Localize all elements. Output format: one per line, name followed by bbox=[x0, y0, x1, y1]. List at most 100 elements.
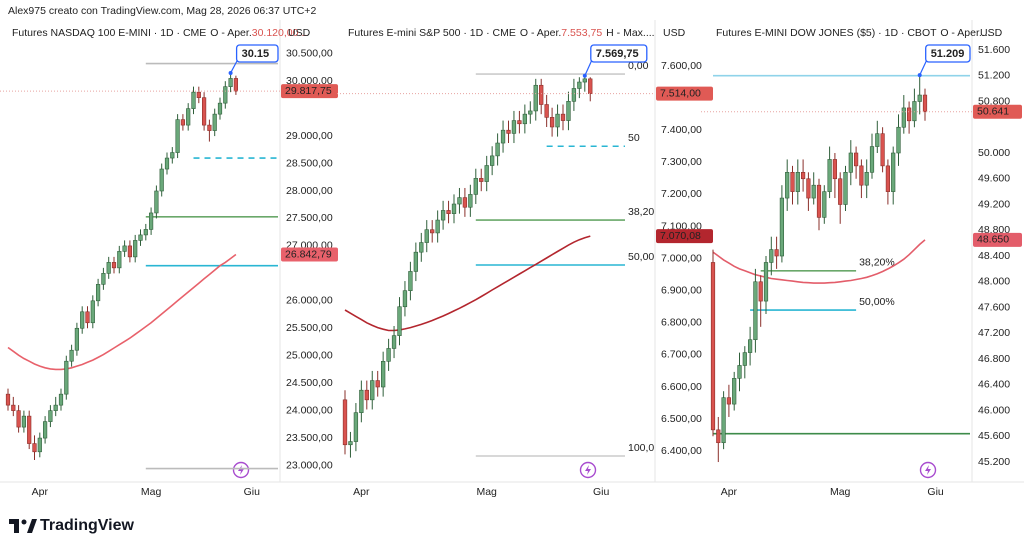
candle-body bbox=[906, 107, 912, 122]
candle-body bbox=[233, 78, 239, 92]
candle-body bbox=[479, 178, 484, 182]
candle-body bbox=[16, 410, 21, 428]
currency: USD bbox=[288, 27, 311, 39]
alert-icon bbox=[579, 461, 597, 479]
y-tick-label: 30.500,00 bbox=[286, 48, 333, 60]
y-tick-label: 30.000,00 bbox=[286, 75, 333, 87]
title-text: Futures E-mini S&P 500 · 1D · CME bbox=[348, 27, 516, 39]
candle-body bbox=[196, 91, 201, 98]
candle-body bbox=[228, 78, 233, 87]
y-tick-label: 6.900,00 bbox=[661, 284, 702, 296]
candle-body bbox=[111, 262, 117, 269]
candle-body bbox=[117, 251, 122, 269]
candle-body bbox=[737, 365, 742, 379]
candle-body bbox=[101, 273, 106, 285]
ma-price-box bbox=[973, 232, 1022, 247]
candle-body bbox=[753, 281, 758, 341]
x-tick-label: Apr bbox=[32, 486, 49, 498]
callout-label: 51.209 bbox=[931, 48, 965, 60]
y-tick-label: 26.000,00 bbox=[286, 295, 333, 307]
x-tick-label: Giu bbox=[244, 486, 261, 498]
footer-brand: TradingView bbox=[40, 517, 135, 534]
chart-title: Futures E-mini S&P 500 · 1D · CME O - Ape… bbox=[348, 27, 655, 39]
candle-body bbox=[848, 152, 853, 173]
candle-body bbox=[42, 421, 48, 439]
candle-body bbox=[364, 389, 369, 401]
candle-body bbox=[424, 229, 429, 243]
y-tick-label: 29.000,00 bbox=[286, 130, 333, 142]
candle-body bbox=[779, 197, 785, 257]
moving-average bbox=[7, 253, 237, 371]
candle-body bbox=[549, 117, 555, 128]
candle-body bbox=[64, 360, 69, 395]
candle-body bbox=[716, 429, 721, 444]
level-label: 0,00 bbox=[628, 60, 649, 72]
y-tick-label: 7.400,00 bbox=[661, 124, 702, 136]
title-text: Futures NASDAQ 100 E-MINI · 1D · CME bbox=[12, 27, 206, 39]
candle-body bbox=[853, 152, 859, 167]
candle-body bbox=[891, 152, 896, 192]
candle-body bbox=[800, 172, 806, 180]
candle-body bbox=[353, 412, 359, 442]
ma-price-label: 48.650 bbox=[977, 234, 1009, 246]
candle-body bbox=[484, 165, 489, 182]
y-tick-label: 45.600 bbox=[978, 430, 1010, 442]
candle-body bbox=[154, 190, 159, 214]
candle-body bbox=[386, 348, 391, 362]
candle-body bbox=[875, 133, 880, 147]
ma-price-box bbox=[656, 229, 713, 244]
candle-body bbox=[402, 290, 408, 308]
level-label: 38,20% bbox=[859, 257, 895, 269]
candle-body bbox=[370, 380, 375, 401]
candle-body bbox=[758, 281, 763, 302]
candle-body bbox=[27, 415, 32, 444]
header: Alex975 creato con TradingView.com, Mag … bbox=[8, 5, 316, 17]
callout-dot bbox=[917, 73, 922, 78]
candle-body bbox=[869, 146, 875, 173]
candle-body bbox=[391, 335, 397, 349]
candle-body bbox=[917, 94, 922, 102]
ohlc-value: 30.120,00... bbox=[252, 27, 307, 39]
ohlc-more: H - Max.... bbox=[606, 27, 654, 39]
y-tick-label: 6.600,00 bbox=[661, 381, 702, 393]
y-tick-label: 50.000 bbox=[978, 147, 1010, 159]
candle-body bbox=[430, 229, 435, 234]
x-tick-label: Apr bbox=[353, 486, 370, 498]
candle-body bbox=[763, 262, 769, 302]
level-label: 100,0 bbox=[628, 442, 654, 454]
candle-body bbox=[207, 124, 212, 131]
candle-body bbox=[122, 245, 127, 252]
candle-body bbox=[90, 300, 95, 324]
candle-body bbox=[217, 102, 223, 115]
y-tick-label: 46.000 bbox=[978, 404, 1010, 416]
candle-body bbox=[127, 245, 133, 258]
y-tick-label: 51.200 bbox=[978, 70, 1010, 82]
y-tick-label: 24.000,00 bbox=[286, 404, 333, 416]
candle-body bbox=[457, 197, 462, 205]
candle-body bbox=[582, 78, 587, 83]
candle-body bbox=[191, 91, 196, 109]
candle-body bbox=[901, 107, 906, 128]
level-label: 38,20 bbox=[628, 206, 654, 218]
level-label: 50,00 bbox=[628, 251, 654, 263]
candle-body bbox=[473, 178, 478, 195]
candle-body bbox=[726, 397, 732, 405]
candle-body bbox=[544, 104, 549, 118]
candle-body bbox=[555, 113, 560, 128]
x-tick-label: Apr bbox=[721, 486, 738, 498]
candle-body bbox=[440, 210, 446, 221]
candle-body bbox=[790, 172, 795, 192]
last-price-box bbox=[656, 86, 713, 101]
candle-body bbox=[419, 242, 424, 253]
moving-average bbox=[712, 239, 926, 284]
candle-body bbox=[843, 172, 848, 205]
candle-body bbox=[806, 178, 811, 199]
last-price-label: 50.641 bbox=[977, 106, 1009, 118]
ohlc-label: O - Aper. bbox=[210, 27, 251, 39]
y-tick-label: 23.000,00 bbox=[286, 459, 333, 471]
callout-box bbox=[235, 44, 279, 63]
level-label: 50 bbox=[628, 132, 640, 144]
candle-body bbox=[880, 133, 885, 167]
